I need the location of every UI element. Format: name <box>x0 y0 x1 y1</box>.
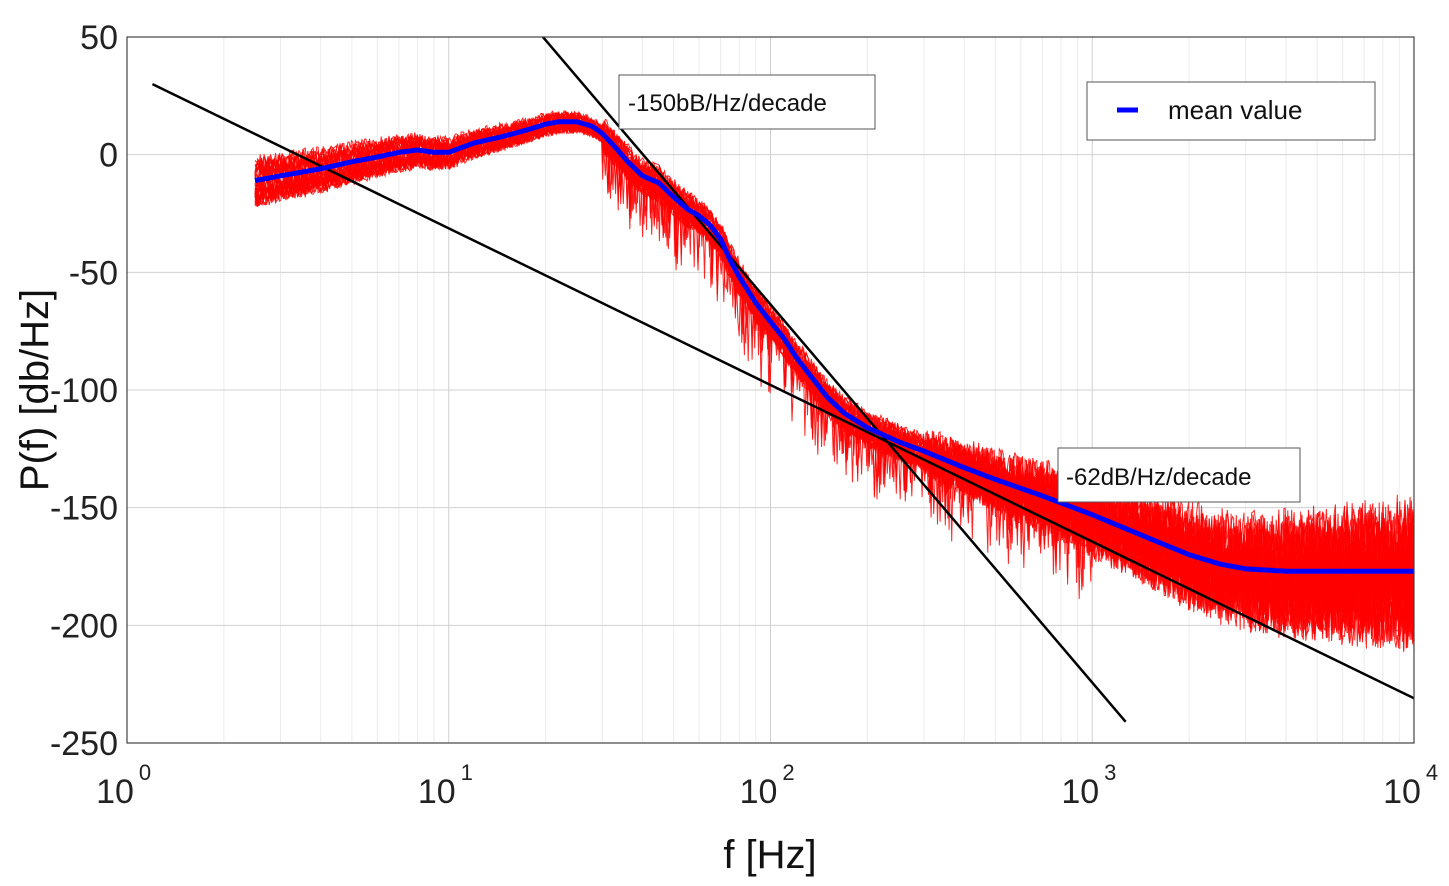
y-tick-labels: 50 0 -50 -100 -150 -200 -250 <box>50 19 118 763</box>
fit-line-150 <box>541 37 1127 723</box>
y-tick-label: -100 <box>50 372 118 410</box>
plot-frame <box>126 36 1415 744</box>
fit-lines-group <box>151 37 1414 723</box>
y-axis-label: P(f) [db/Hz] <box>13 289 57 491</box>
realization-line <box>254 125 1414 653</box>
y-tick-label: 50 <box>80 19 118 57</box>
x-tick-label: 10 <box>1061 773 1099 811</box>
legend-label-mean: mean value <box>1168 95 1302 125</box>
annotation-slope-62: -62dB/Hz/decade <box>1066 464 1251 491</box>
y-tick-label: -250 <box>50 725 118 763</box>
y-tick-label: -50 <box>69 254 118 292</box>
annotation-box-150: -150bB/Hz/decade <box>618 74 876 130</box>
y-tick-label: -200 <box>50 607 118 645</box>
x-tick-label: 10 <box>418 773 456 811</box>
realization-line <box>254 122 1414 638</box>
x-tick-label: 10 <box>1383 773 1421 811</box>
x-tick-exponent: 2 <box>782 760 794 785</box>
y-tick-label: -150 <box>50 490 118 528</box>
x-axis-label: f [Hz] <box>723 833 816 877</box>
x-tick-exponent: 0 <box>139 760 151 785</box>
x-tick-label: 10 <box>740 773 778 811</box>
mean-series-group <box>254 119 1414 574</box>
mean-value-line <box>254 119 1414 574</box>
x-tick-exponent: 1 <box>461 760 473 785</box>
y-tick-label: 0 <box>99 137 118 175</box>
annotation-box-62: -62dB/Hz/decade <box>1057 447 1301 503</box>
x-tick-exponent: 4 <box>1426 760 1438 785</box>
x-tick-label: 10 <box>96 773 134 811</box>
annotation-slope-150: -150bB/Hz/decade <box>628 90 827 117</box>
realization-line <box>254 111 1414 592</box>
fit-line-62 <box>151 82 1414 700</box>
x-tick-exponent: 3 <box>1104 760 1116 785</box>
legend: mean value <box>1086 81 1376 141</box>
